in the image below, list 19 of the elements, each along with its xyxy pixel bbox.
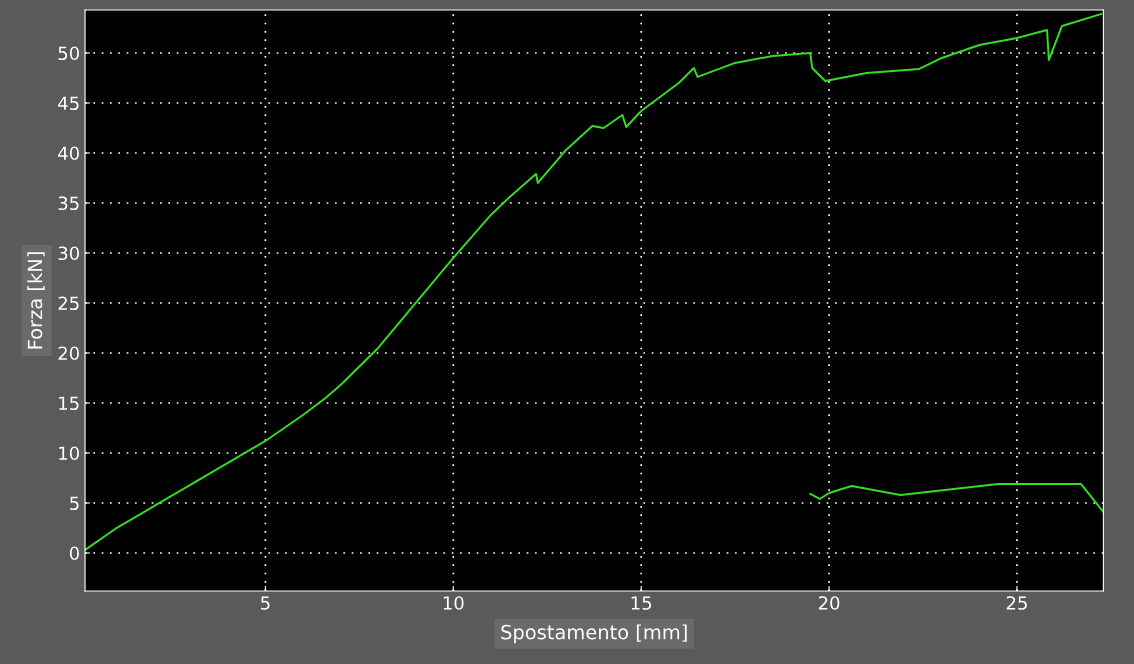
x-tick-label: 5 <box>261 596 270 610</box>
y-tick-label: 20 <box>58 346 79 361</box>
y-tick-label: 15 <box>59 396 79 411</box>
y-tick-label: 5 <box>70 496 79 511</box>
x-tick-label: 20 <box>818 596 840 610</box>
x-tick-label: 10 <box>443 596 464 610</box>
y-tick-label: 30 <box>58 246 79 261</box>
y-tick-label: 40 <box>58 146 79 161</box>
y-tick-label: 25 <box>58 296 79 311</box>
x-tick-label: 25 <box>1006 596 1027 610</box>
x-tick-label: 15 <box>631 596 652 610</box>
y-tick-label: 45 <box>58 96 79 111</box>
y-axis-title: Forza [kN] <box>27 252 45 349</box>
y-tick-label: 0 <box>69 546 79 561</box>
y-tick-label: 10 <box>59 446 79 461</box>
line-series <box>809 482 1104 513</box>
y-tick-label: 35 <box>58 196 79 211</box>
x-axis-title: Spostamento [mm] <box>501 624 687 644</box>
y-tick-label: 50 <box>58 46 79 61</box>
